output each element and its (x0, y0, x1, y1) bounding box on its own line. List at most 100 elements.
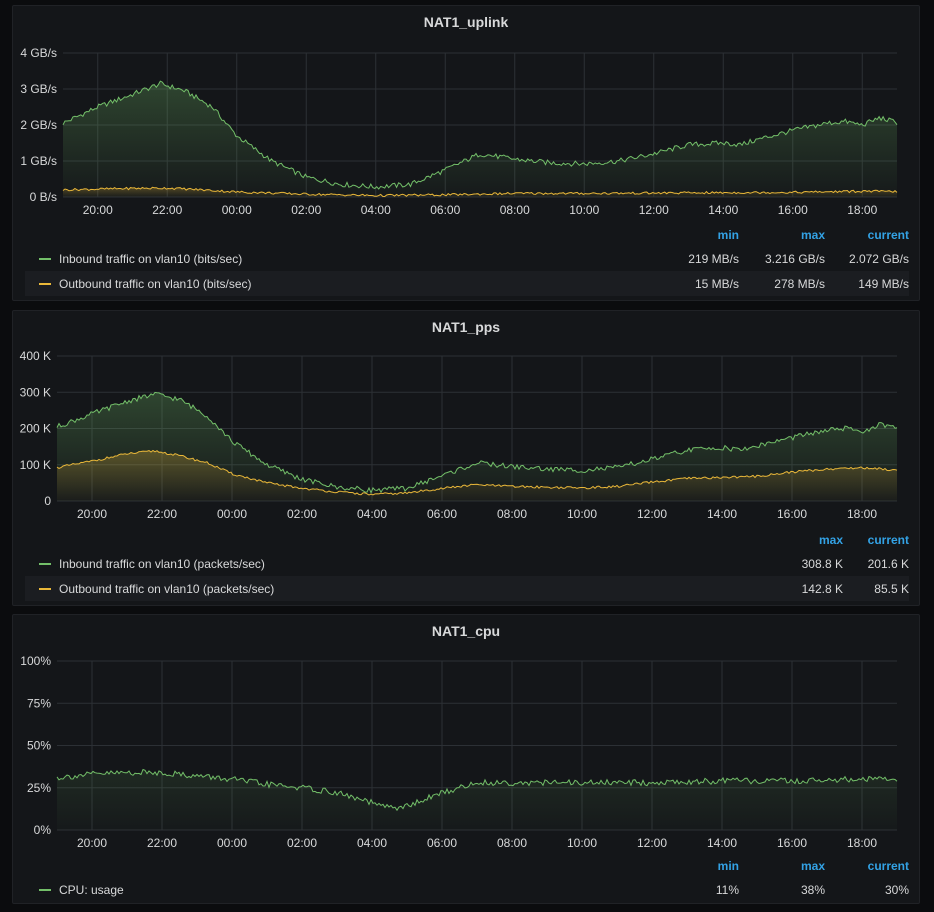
x-tick-label: 08:00 (497, 507, 527, 521)
x-tick-label: 02:00 (291, 203, 321, 217)
legend-row[interactable]: Outbound traffic on vlan10 (bits/sec) 15 … (25, 271, 909, 296)
y-tick-label: 400 K (20, 349, 51, 363)
legend-value-current: 30% (884, 883, 909, 897)
panel-title[interactable]: NAT1_uplink (423, 14, 509, 30)
legend-column-current[interactable]: current (867, 533, 909, 547)
legend-value-max: 3.216 GB/s (764, 252, 825, 266)
chart-pps: 0 100 K 200 K 300 K 400 K 20:00 22:00 00:00 02:0… (20, 349, 898, 521)
x-tick-label: 14:00 (708, 203, 738, 217)
series-line[interactable] (56, 768, 898, 812)
series-area (57, 769, 897, 830)
panel-cpu: NAT1_cpu 0% 25% 50% 75% 100% 20:00 22:00 00:00 0… (12, 614, 920, 904)
x-tick-label: 18:00 (847, 836, 877, 850)
y-tick-label: 25% (27, 781, 51, 795)
y-tick-label: 4 GB/s (20, 46, 57, 60)
series-swatch-icon[interactable] (39, 258, 51, 260)
x-tick-label: 12:00 (639, 203, 669, 217)
x-tick-label: 10:00 (567, 836, 597, 850)
series-swatch-icon[interactable] (39, 588, 51, 590)
x-tick-label: 20:00 (77, 507, 107, 521)
legend-value-current: 149 MB/s (858, 277, 909, 291)
panel-pps: NAT1_pps 0 100 K 200 K 300 K 400 K 20:00 22:00… (12, 310, 920, 606)
legend-series-label[interactable]: Outbound traffic on vlan10 (packets/sec) (59, 582, 275, 596)
legend-column-max[interactable]: max (818, 533, 843, 547)
legend-series-label[interactable]: Inbound traffic on vlan10 (packets/sec) (59, 557, 265, 571)
legend-series-label[interactable]: Outbound traffic on vlan10 (bits/sec) (59, 277, 252, 291)
legend-column-max[interactable]: max (800, 228, 825, 242)
legend-row[interactable]: Inbound traffic on vlan10 (packets/sec) 3… (25, 551, 909, 576)
x-tick-label: 18:00 (847, 507, 877, 521)
x-tick-label: 14:00 (707, 836, 737, 850)
x-tick-label: 22:00 (147, 836, 177, 850)
x-tick-label: 00:00 (217, 507, 247, 521)
x-tick-label: 04:00 (357, 836, 387, 850)
x-tick-label: 14:00 (707, 507, 737, 521)
legend-header: min max current (25, 224, 909, 246)
legend-column-min[interactable]: min (717, 228, 739, 242)
legend-row[interactable]: Outbound traffic on vlan10 (packets/sec)… (25, 576, 909, 601)
y-tick-label: 75% (27, 696, 51, 710)
x-tick-label: 16:00 (778, 203, 808, 217)
x-tick-label: 04:00 (357, 507, 387, 521)
series-line[interactable] (56, 391, 898, 494)
panel-title[interactable]: NAT1_cpu (431, 623, 501, 639)
x-tick-label: 22:00 (152, 203, 182, 217)
top-strip (0, 0, 934, 4)
x-tick-label: 08:00 (497, 836, 527, 850)
legend-uplink: min max current Inbound traffic on vlan10 (… (25, 224, 909, 296)
legend-row[interactable]: CPU: usage 11% 38% 30% (25, 877, 909, 902)
x-tick-label: 20:00 (77, 836, 107, 850)
legend-value-max: 278 MB/s (774, 277, 825, 291)
y-tick-label: 200 K (20, 422, 51, 436)
x-tick-label: 16:00 (777, 836, 807, 850)
y-tick-label: 50% (27, 739, 51, 753)
series-line[interactable] (62, 186, 898, 198)
y-tick-label: 100 K (20, 458, 51, 472)
legend-column-current[interactable]: current (867, 859, 909, 873)
legend-pps: max current Inbound traffic on vlan10 (pac… (25, 529, 909, 601)
series-line[interactable] (56, 449, 898, 496)
legend-column-max[interactable]: max (800, 859, 825, 873)
x-tick-label: 00:00 (222, 203, 252, 217)
legend-header: max current (25, 529, 909, 551)
x-tick-label: 20:00 (83, 203, 113, 217)
series-line[interactable] (62, 80, 898, 190)
series-area (57, 392, 897, 501)
x-tick-label: 12:00 (637, 836, 667, 850)
x-tick-label: 16:00 (777, 507, 807, 521)
y-tick-label: 3 GB/s (20, 82, 57, 96)
y-tick-label: 100% (20, 654, 51, 668)
series-swatch-icon[interactable] (39, 283, 51, 285)
x-tick-label: 06:00 (427, 836, 457, 850)
legend-value-max: 142.8 K (801, 582, 843, 596)
legend-value-min: 15 MB/s (694, 277, 739, 291)
x-tick-label: 02:00 (287, 507, 317, 521)
x-tick-label: 00:00 (217, 836, 247, 850)
y-tick-label: 0 B/s (30, 190, 57, 204)
legend-row[interactable]: Inbound traffic on vlan10 (bits/sec) 219 … (25, 246, 909, 271)
x-tick-label: 04:00 (361, 203, 391, 217)
legend-value-current: 2.072 GB/s (848, 252, 909, 266)
y-tick-label: 0% (34, 823, 52, 837)
legend-value-current: 201.6 K (867, 557, 909, 571)
series-area (63, 81, 897, 197)
series-swatch-icon[interactable] (39, 889, 51, 891)
x-tick-label: 02:00 (287, 836, 317, 850)
panel-title[interactable]: NAT1_pps (431, 319, 501, 335)
series-swatch-icon[interactable] (39, 563, 51, 565)
legend-column-min[interactable]: min (717, 859, 739, 873)
x-tick-label: 06:00 (430, 203, 460, 217)
x-tick-label: 22:00 (147, 507, 177, 521)
legend-value-current: 85.5 K (874, 582, 909, 596)
series-area (63, 187, 897, 197)
chart-uplink: 0 B/s 1 GB/s 2 GB/s 3 GB/s 4 GB/s 20:00 22:00 0… (20, 46, 898, 217)
legend-series-label[interactable]: Inbound traffic on vlan10 (bits/sec) (59, 252, 243, 266)
chart-cpu: 0% 25% 50% 75% 100% 20:00 22:00 00:00 02:00 04:00… (20, 654, 898, 850)
legend-column-current[interactable]: current (867, 228, 909, 242)
legend-series-label[interactable]: CPU: usage (59, 883, 124, 897)
legend-value-min: 11% (715, 883, 739, 897)
x-tick-label: 10:00 (567, 507, 597, 521)
series-area (57, 450, 897, 501)
legend-value-max: 308.8 K (801, 557, 843, 571)
x-tick-label: 06:00 (427, 507, 457, 521)
